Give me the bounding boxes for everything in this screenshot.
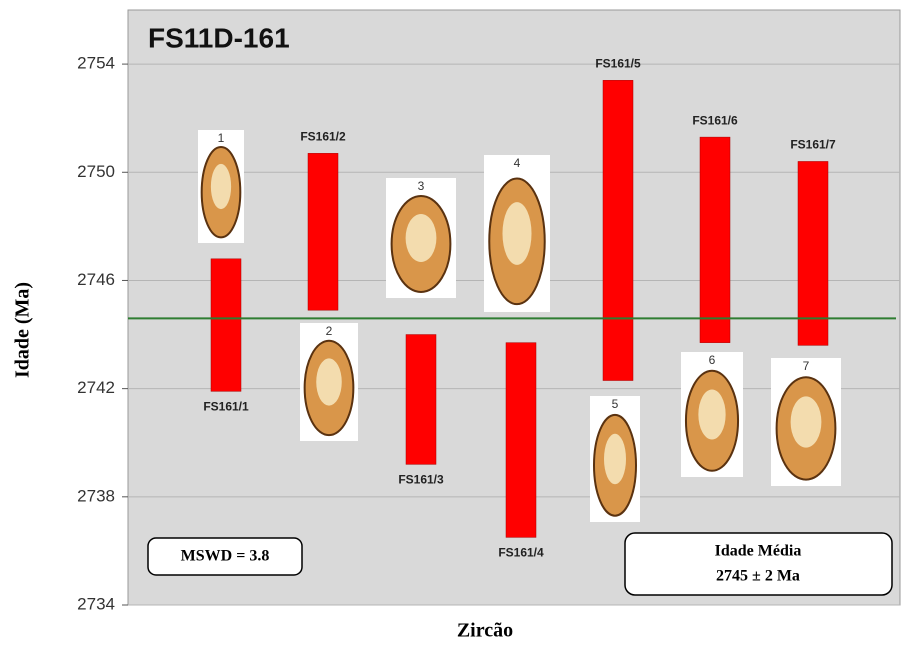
y-tick-label: 2754 bbox=[77, 54, 115, 73]
zircon-core bbox=[790, 396, 822, 448]
mean-age-value: 2745 ± 2 Ma bbox=[716, 568, 800, 585]
grain-number: 4 bbox=[514, 156, 521, 170]
grain-number: 5 bbox=[612, 397, 619, 411]
x-axis-label: Zircão bbox=[457, 620, 513, 642]
bar-label: FS161/6 bbox=[692, 113, 738, 127]
bar-label: FS161/3 bbox=[398, 473, 444, 487]
chart-title: FS11D-161 bbox=[148, 22, 290, 53]
mswd-text: MSWD = 3.8 bbox=[181, 548, 270, 565]
grain-number: 3 bbox=[418, 179, 425, 193]
bar-label: FS161/1 bbox=[203, 400, 249, 414]
range-bar bbox=[210, 258, 242, 392]
zircon-core bbox=[405, 214, 437, 262]
zircon-core bbox=[698, 389, 726, 440]
range-bar bbox=[699, 136, 731, 343]
y-tick-label: 2734 bbox=[77, 594, 115, 613]
y-tick-label: 2742 bbox=[77, 378, 115, 397]
grain-number: 6 bbox=[709, 353, 716, 367]
bar-label: FS161/4 bbox=[498, 546, 544, 560]
range-bar bbox=[505, 342, 537, 538]
grain-number: 1 bbox=[218, 131, 225, 145]
grain-number: 2 bbox=[326, 324, 333, 338]
zircon-core bbox=[316, 358, 342, 406]
grain-number: 7 bbox=[803, 359, 810, 373]
range-bar bbox=[797, 161, 829, 346]
zircon-core bbox=[210, 163, 232, 210]
y-tick-label: 2738 bbox=[77, 486, 115, 505]
y-tick-label: 2750 bbox=[77, 162, 115, 181]
bar-label: FS161/2 bbox=[300, 130, 346, 144]
zircon-core bbox=[604, 433, 626, 485]
range-bar bbox=[405, 334, 437, 465]
mswd-box bbox=[147, 537, 303, 576]
zircon-core bbox=[502, 202, 532, 265]
mean-age-title: Idade Média bbox=[715, 543, 802, 560]
y-tick-label: 2746 bbox=[77, 270, 115, 289]
y-axis-label: Idade (Ma) bbox=[12, 282, 34, 378]
range-bar bbox=[602, 80, 634, 381]
range-bar bbox=[307, 153, 339, 311]
bar-label: FS161/7 bbox=[790, 138, 836, 152]
mean-age-box bbox=[624, 532, 893, 596]
bar-label: FS161/5 bbox=[595, 56, 641, 70]
